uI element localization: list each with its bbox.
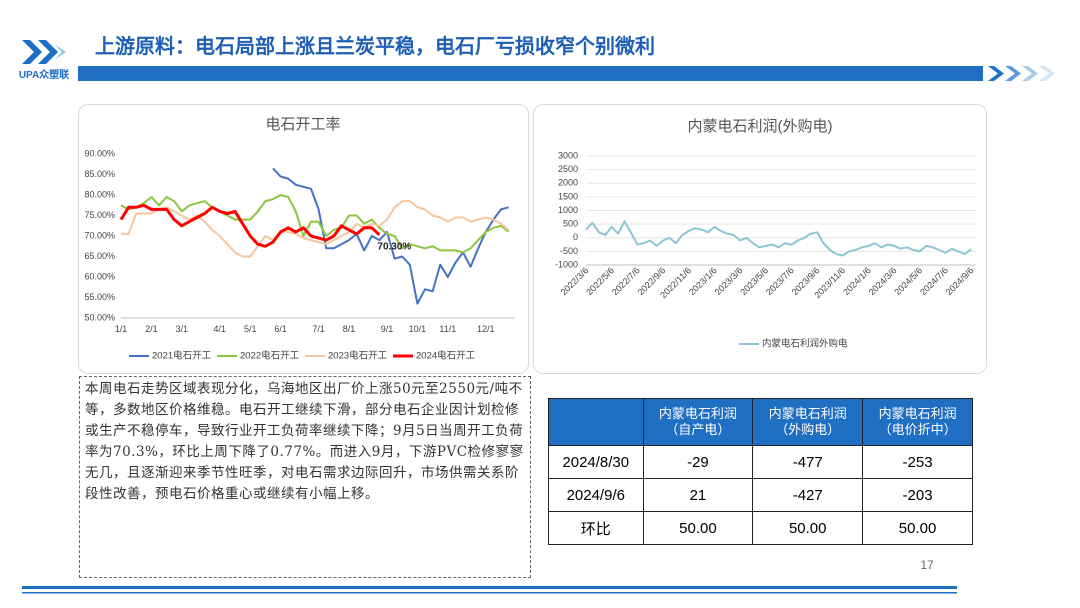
legend-label: 内蒙电石利润外购电 — [762, 338, 848, 350]
x-tick-label: 5/1 — [244, 324, 257, 334]
y-tick-label: 70.00% — [84, 230, 115, 240]
table-cell: 环比 — [548, 511, 644, 545]
profit-table: 内蒙电石利润 （自产电） 内蒙电石利润 （外购电） 内蒙电石利润 （电价折中） 202… — [548, 398, 973, 545]
y-tick-label: 80.00% — [84, 189, 115, 199]
logo: UPA众塑联 — [19, 40, 69, 81]
table-cell: 50.00 — [642, 511, 754, 545]
y-tick-label: 50.00% — [84, 312, 115, 322]
series-line — [119, 203, 381, 248]
x-tick-label: 10/1 — [409, 324, 427, 334]
x-tick-label: 1/1 — [115, 324, 128, 334]
y-tick-label: -500 — [560, 246, 578, 256]
table-cell: -203 — [862, 478, 973, 512]
table-cell: -477 — [752, 445, 864, 479]
commentary: 本周电石走势区域表现分化，乌海地区出厂价上涨50元至2550元/吨不等，多数地区… — [79, 376, 531, 578]
y-tick-label: 85.00% — [84, 169, 115, 179]
x-tick-label: 3/1 — [176, 324, 189, 334]
y-tick-label: 0 — [573, 232, 578, 242]
table-row: 环比 50.00 50.00 50.00 — [548, 511, 973, 545]
table-row: 2024/9/6 21 -427 -203 — [548, 478, 973, 512]
x-tick-label: 6/1 — [274, 324, 287, 334]
x-tick-label: 2024/9/6 — [944, 265, 976, 297]
y-tick-label: -1000 — [555, 259, 578, 269]
table-cell: -29 — [642, 445, 754, 479]
series-line — [585, 220, 972, 257]
table-cell: 50.00 — [862, 511, 973, 545]
legend-label: 2022电石开工 — [240, 350, 300, 362]
table-cell: 2024/9/6 — [548, 478, 644, 512]
chart: 电石开工率 50.00% 55.00% 60.00% 65.00% 70.00% 75.00… — [78, 104, 529, 374]
y-tick-label: 75.00% — [84, 210, 115, 220]
y-tick-label: 3000 — [558, 150, 578, 160]
y-tick-label: 500 — [563, 219, 578, 229]
legend-label: 2023电石开工 — [328, 350, 388, 362]
x-tick-label: 9/1 — [381, 324, 394, 334]
y-tick-label: 55.00% — [84, 292, 115, 302]
x-tick-label: 7/1 — [312, 324, 325, 334]
table-cell: 21 — [642, 478, 754, 512]
y-tick-label: 90.00% — [84, 148, 115, 158]
table-cell: 2024/8/30 — [548, 445, 644, 479]
page-number: 17 — [920, 558, 934, 572]
slide-title: 上游原料：电石局部上涨且兰炭平稳，电石厂亏损收窄个别微利 — [95, 34, 655, 58]
table-cell: 50.00 — [752, 511, 864, 545]
x-tick-label: 4/1 — [214, 324, 227, 334]
y-tick-label: 2500 — [558, 164, 578, 174]
x-tick-label: 8/1 — [343, 324, 356, 334]
footer-line — [22, 586, 957, 589]
legend-label: 2021电石开工 — [152, 350, 212, 362]
chart: 内蒙电石利润(外购电) -1000 -500 0 500 1000 1500 2000 2500… — [533, 104, 987, 374]
header-cell: 内蒙电石利润 （外购电） — [752, 398, 864, 446]
header-bar — [78, 66, 983, 81]
y-tick-label: 1000 — [558, 205, 578, 215]
y-tick-label: 60.00% — [84, 271, 115, 281]
x-tick-label: 11/1 — [439, 324, 456, 334]
chart-title: 电石开工率 — [265, 116, 340, 133]
table-cell: -427 — [752, 478, 864, 512]
header-row: 内蒙电石利润 （自产电） 内蒙电石利润 （外购电） 内蒙电石利润 （电价折中） — [548, 398, 973, 446]
legend-label: 2024电石开工 — [416, 350, 476, 362]
x-tick-label: 2/1 — [145, 324, 158, 334]
header-cell: 内蒙电石利润 （电价折中） — [862, 398, 973, 446]
y-tick-label: 65.00% — [84, 251, 115, 261]
header-cell: 内蒙电石利润 （自产电） — [642, 398, 754, 446]
annotation: 70.30% — [377, 241, 411, 252]
chart-title: 内蒙电石利润(外购电) — [688, 118, 833, 135]
series-line — [121, 200, 510, 258]
y-tick-label: 2000 — [558, 178, 578, 188]
footer-line — [22, 592, 957, 594]
series-line — [120, 194, 510, 254]
y-tick-label: 1500 — [558, 191, 578, 201]
header-cell — [548, 398, 644, 446]
table-row: 2024/8/30 -29 -477 -253 — [548, 445, 973, 479]
series-line — [272, 167, 509, 305]
table-cell: -253 — [862, 445, 973, 479]
x-tick-label: 12/1 — [477, 324, 495, 334]
logo-text: UPA众塑联 — [19, 68, 69, 81]
